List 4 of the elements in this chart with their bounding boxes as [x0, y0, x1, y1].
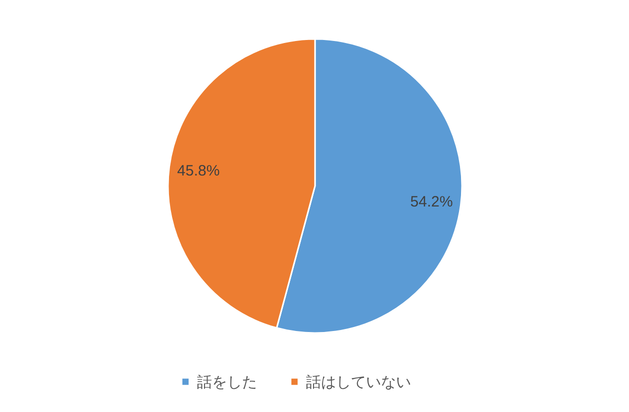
legend-label: 話はしていない — [306, 374, 411, 391]
data-label: 45.8% — [177, 162, 220, 180]
legend-label: 話をした — [197, 374, 257, 391]
data-label: 54.2% — [410, 193, 453, 210]
